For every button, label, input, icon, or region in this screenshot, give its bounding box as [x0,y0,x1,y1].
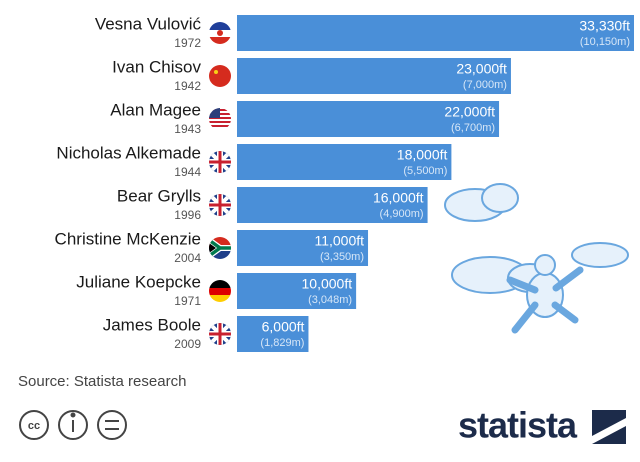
value-label: 22,000ft [444,104,495,120]
flag [209,280,231,302]
meter-label: (3,048m) [308,294,352,306]
flag [209,323,231,345]
source: Source: Statista research [18,373,186,390]
flag [209,194,231,216]
flag [209,151,231,173]
value-label: 11,000ft [314,233,364,249]
meter-label: (3,350m) [320,251,364,263]
value-label: 6,000ft [262,319,305,335]
bar [237,187,428,223]
category-label: Vesna Vulović [95,14,202,33]
flag [209,22,231,44]
category-label: Alan Magee [110,100,201,119]
bar [237,101,500,137]
year-label: 1996 [174,208,201,222]
flag [209,237,231,259]
category-label: James Boole [103,315,201,334]
bar [237,58,511,94]
meter-label: (10,150m) [580,36,630,48]
brand-icon [592,410,626,444]
bar [237,273,357,309]
year-label: 1943 [174,122,201,136]
meter-label: (1,829m) [260,337,304,349]
value-label: 16,000ft [373,190,424,206]
meter-label: (6,700m) [451,122,495,134]
brand: statista [458,405,578,446]
bar [237,15,634,51]
bar [237,144,452,180]
value-label: 33,330ft [579,18,630,34]
meter-label: (7,000m) [463,79,507,91]
category-label: Nicholas Alkemade [56,143,201,162]
flag [209,65,231,87]
year-label: 1942 [174,79,201,93]
category-label: Ivan Chisov [112,57,201,76]
category-label: Christine McKenzie [55,229,201,248]
cc-icon: cc [28,420,40,432]
year-label: 1971 [174,294,201,308]
illustration [444,183,629,334]
year-label: 1944 [174,165,201,179]
category-label: Juliane Koepcke [76,272,201,291]
meter-label: (5,500m) [403,165,447,177]
year-label: 1972 [174,36,201,50]
meter-label: (4,900m) [380,208,424,220]
category-label: Bear Grylls [117,186,201,205]
value-label: 18,000ft [397,147,448,163]
year-label: 2009 [174,337,201,351]
flag [209,108,231,130]
license-icons [19,410,127,440]
value-label: 10,000ft [302,276,353,292]
bar [237,316,309,352]
bar [237,230,369,266]
year-label: 2004 [174,251,201,265]
value-label: 23,000ft [456,61,507,77]
